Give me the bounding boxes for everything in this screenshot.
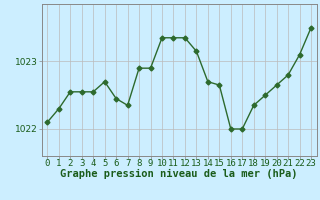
X-axis label: Graphe pression niveau de la mer (hPa): Graphe pression niveau de la mer (hPa) [60,169,298,179]
